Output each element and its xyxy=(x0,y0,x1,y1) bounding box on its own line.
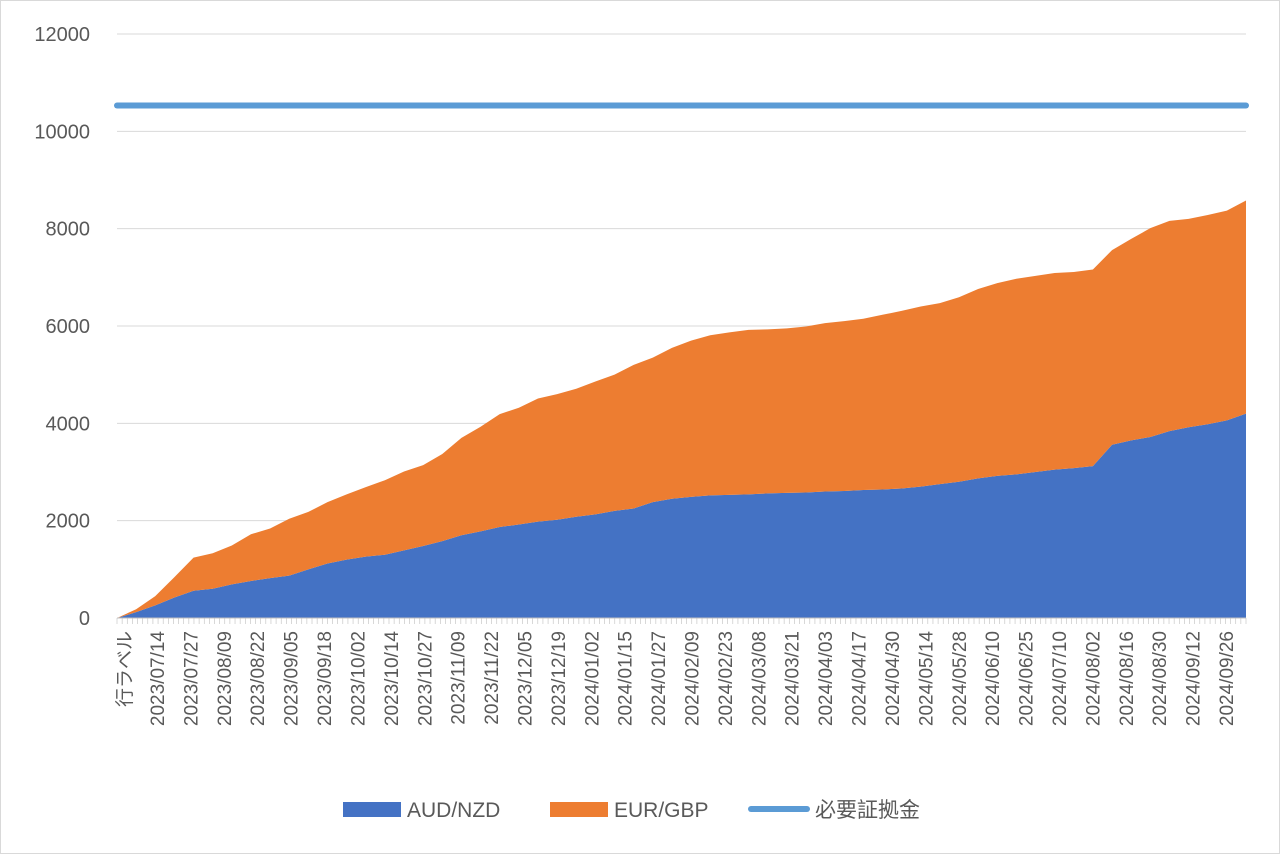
x-tick-label: 2023/07/27 xyxy=(181,631,202,726)
area-aud-nzd xyxy=(117,413,1246,618)
x-tick-label: 2024/03/21 xyxy=(783,631,804,726)
y-tick-label: 6000 xyxy=(46,316,91,338)
x-tick-label: 2023/10/02 xyxy=(348,631,369,726)
x-tick-label: 2023/08/09 xyxy=(215,631,236,726)
x-tick-label: 2024/05/14 xyxy=(916,631,937,727)
x-tick-label: 2024/06/10 xyxy=(983,631,1004,726)
x-tick-label: 2023/09/18 xyxy=(315,631,336,726)
x-tick-label: 2024/04/03 xyxy=(816,631,837,726)
x-tick-label-first: 行ラベル xyxy=(114,631,136,707)
x-tick-label: 2024/08/16 xyxy=(1117,631,1138,726)
legend-item-required-margin: 必要証拠金 xyxy=(748,799,920,822)
legend-label: 必要証拠金 xyxy=(815,799,920,822)
legend-label: EUR/GBP xyxy=(614,799,709,822)
x-tick-label: 2024/02/09 xyxy=(683,631,704,726)
x-tick-label: 2023/07/14 xyxy=(148,631,169,727)
y-tick-label: 4000 xyxy=(46,413,91,435)
legend-swatch xyxy=(343,802,401,817)
y-tick-label: 8000 xyxy=(46,219,91,241)
y-tick-label: 2000 xyxy=(46,511,91,533)
x-tick-label: 2024/04/30 xyxy=(883,631,904,726)
x-tick-label: 2023/12/19 xyxy=(549,631,570,726)
x-tick-label: 2023/08/22 xyxy=(248,631,269,726)
x-tick-label: 2023/11/09 xyxy=(449,631,470,725)
legend-item-aud-nzd: AUD/NZD xyxy=(343,799,500,822)
y-tick-label: 0 xyxy=(79,608,90,630)
legend: AUD/NZD EUR/GBP 必要証拠金 xyxy=(343,799,920,822)
x-tick-label: 2023/11/22 xyxy=(482,631,503,725)
x-axis-ticks: 行ラベル 2023/07/14 2023/07/27 2023/08/09 2023/0… xyxy=(114,631,1238,727)
x-tick-label: 2023/10/27 xyxy=(415,631,436,726)
x-tick-label: 2024/03/08 xyxy=(749,631,770,726)
y-tick-label: 10000 xyxy=(34,121,90,143)
x-tick-label: 2023/12/05 xyxy=(515,631,536,726)
x-tick-label: 2024/04/17 xyxy=(850,631,871,726)
legend-swatch xyxy=(550,802,608,817)
x-tick-label: 2024/09/12 xyxy=(1184,631,1205,726)
x-tick-label: 2023/09/05 xyxy=(282,631,303,726)
y-tick-label: 12000 xyxy=(34,24,90,46)
x-tick-label: 2024/01/27 xyxy=(649,631,670,726)
legend-item-eur-gbp: EUR/GBP xyxy=(550,799,709,822)
x-tick-label: 2024/08/02 xyxy=(1083,631,1104,726)
x-axis xyxy=(116,617,1247,624)
x-tick-label: 2024/09/26 xyxy=(1217,631,1238,726)
x-tick-label: 2023/10/14 xyxy=(382,631,403,727)
area-eur-gbp xyxy=(117,200,1246,618)
legend-label: AUD/NZD xyxy=(407,799,500,822)
y-axis-ticks: 0 2000 4000 6000 8000 10000 12000 xyxy=(34,24,90,630)
area-series xyxy=(117,200,1246,618)
x-tick-label: 2024/06/25 xyxy=(1017,631,1038,726)
x-tick-label: 2024/01/15 xyxy=(616,631,637,726)
x-tick-label: 2024/05/28 xyxy=(950,631,971,726)
x-tick-label: 2024/01/02 xyxy=(582,631,603,726)
x-tick-label: 2024/08/30 xyxy=(1150,631,1171,726)
x-tick-label: 2024/02/23 xyxy=(716,631,737,726)
x-tick-label: 2024/07/10 xyxy=(1050,631,1071,726)
